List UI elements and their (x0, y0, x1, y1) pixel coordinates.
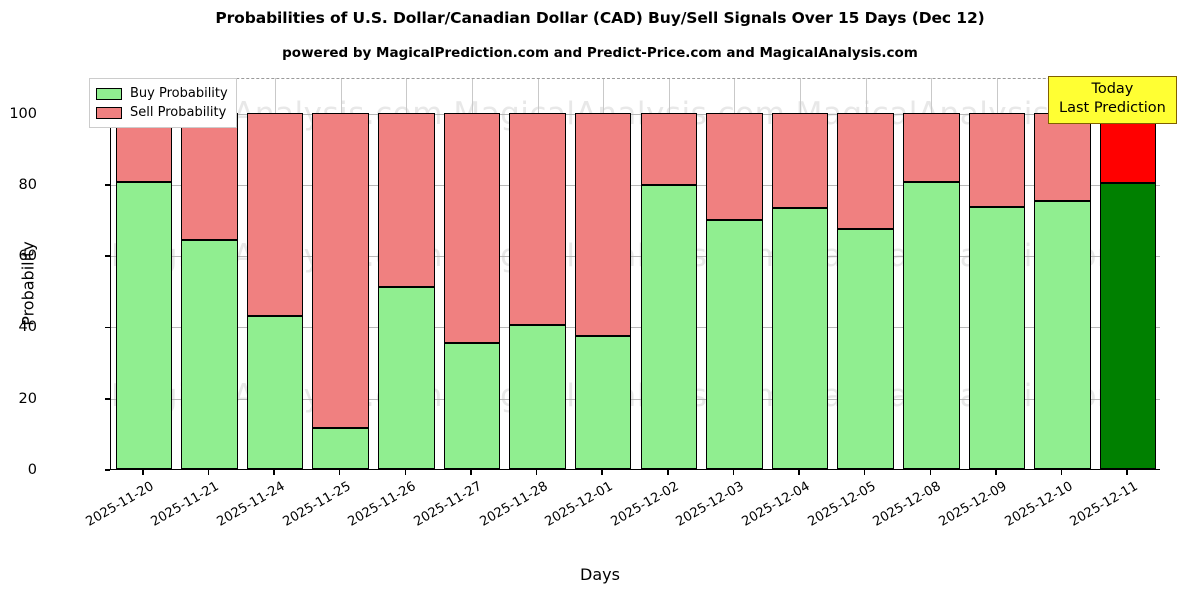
bar-segment-buy[interactable] (706, 220, 763, 469)
bar-segment-buy[interactable] (443, 343, 501, 469)
bar-segment-buy[interactable] (115, 182, 173, 469)
today-annotation: Today Last Prediction (1048, 76, 1177, 124)
legend-label-sell: Sell Probability (130, 104, 227, 120)
gridline-horizontal (111, 398, 1160, 400)
bar-segment-buy[interactable] (312, 428, 369, 469)
today-annotation-line1: Today (1091, 81, 1134, 97)
bar-segment-buy[interactable] (837, 228, 894, 469)
bar-group[interactable] (837, 78, 894, 469)
bar-group[interactable] (115, 78, 173, 469)
x-axis-tick-mark (667, 470, 669, 475)
y-axis-tick-mark (105, 397, 110, 400)
bar-segment-buy[interactable] (509, 324, 566, 469)
bar-group[interactable] (509, 78, 566, 469)
bar-group[interactable] (574, 78, 632, 469)
bar-group[interactable] (1034, 78, 1091, 469)
reference-dashed-line (111, 78, 1160, 79)
bar-segment-buy[interactable] (903, 182, 960, 469)
x-axis-tick-mark (863, 470, 866, 475)
bar-segment-buy[interactable] (378, 286, 435, 469)
bar-segment-buy[interactable] (246, 315, 304, 469)
plot-inner: MagicalAnalysis.com MagicalAnalysis.com … (111, 78, 1160, 469)
y-axis-tick-mark (105, 255, 110, 257)
gridline-horizontal (111, 113, 1160, 115)
bar-segment-buy[interactable] (574, 335, 632, 469)
y-axis-tick-mark (105, 469, 110, 471)
y-axis-label: Probability (18, 241, 38, 326)
y-axis-tick-label: 0 (27, 462, 37, 478)
bar-segment-sell[interactable] (181, 112, 238, 240)
x-axis-tick-mark (404, 470, 407, 475)
chart-legend: Buy Probability Sell Probability (89, 78, 237, 128)
bar-segment-sell[interactable] (640, 112, 698, 185)
y-axis-tick-label: 60 (18, 248, 37, 265)
bar-group[interactable] (1099, 78, 1157, 469)
bar-group[interactable] (181, 78, 238, 469)
bar-group[interactable] (968, 78, 1026, 469)
bar-segment-sell[interactable] (509, 112, 566, 325)
x-axis-tick-mark (929, 470, 932, 475)
legend-swatch-buy (96, 87, 122, 100)
x-axis-tick-mark (470, 470, 472, 475)
x-axis-tick-mark (732, 470, 735, 475)
x-axis-tick-mark (995, 470, 997, 475)
bar-segment-buy[interactable] (771, 207, 829, 469)
x-axis-tick-mark (798, 470, 800, 475)
y-axis-tick-mark (105, 184, 110, 186)
bar-segment-sell[interactable] (903, 112, 960, 183)
bar-group[interactable] (378, 78, 435, 469)
y-axis-tick-label: 20 (18, 390, 37, 407)
x-axis-tick-mark (1060, 470, 1063, 475)
gridline-horizontal (111, 327, 1160, 329)
chart-subtitle: powered by MagicalPrediction.com and Pre… (282, 45, 918, 61)
x-axis-tick-mark (535, 470, 538, 475)
bar-segment-sell[interactable] (443, 112, 501, 344)
y-axis-tick-label: 100 (9, 105, 37, 122)
bar-segment-sell[interactable] (312, 112, 369, 428)
bar-group[interactable] (312, 78, 369, 469)
bar-segment-buy[interactable] (640, 184, 698, 469)
bar-segment-sell[interactable] (1099, 112, 1157, 184)
bar-group[interactable] (771, 78, 829, 469)
x-axis-tick-mark (142, 470, 144, 475)
x-axis-tick-mark (601, 470, 603, 475)
bar-segment-sell[interactable] (1034, 112, 1091, 201)
legend-item-sell: Sell Probability (96, 103, 228, 122)
bar-group[interactable] (443, 78, 501, 469)
bar-group[interactable] (246, 78, 304, 469)
x-axis-tick-mark (1126, 470, 1128, 475)
bar-segment-buy[interactable] (1034, 200, 1091, 469)
bar-segment-buy[interactable] (968, 207, 1026, 469)
bar-segment-buy[interactable] (1099, 183, 1157, 469)
bar-group[interactable] (706, 78, 763, 469)
gridline-horizontal (111, 256, 1160, 258)
legend-item-buy: Buy Probability (96, 84, 228, 103)
today-annotation-line2: Last Prediction (1059, 100, 1166, 116)
bar-segment-sell[interactable] (771, 112, 829, 208)
x-axis-tick-mark (207, 470, 210, 475)
bar-group[interactable] (640, 78, 698, 469)
plot-area: MagicalAnalysis.com MagicalAnalysis.com … (110, 78, 1160, 470)
legend-swatch-sell (96, 106, 122, 119)
bar-segment-sell[interactable] (246, 112, 304, 316)
legend-label-buy: Buy Probability (130, 85, 228, 101)
bar-segment-sell[interactable] (968, 112, 1026, 208)
x-axis-tick-mark (338, 470, 341, 475)
bar-segment-sell[interactable] (378, 112, 435, 287)
bar-segment-buy[interactable] (181, 239, 238, 469)
y-axis-tick-label: 40 (18, 319, 37, 336)
x-axis-tick-mark (273, 470, 275, 475)
gridline-horizontal (111, 184, 1160, 186)
bar-segment-sell[interactable] (837, 112, 894, 229)
bar-segment-sell[interactable] (706, 112, 763, 221)
bar-segment-sell[interactable] (574, 112, 632, 336)
y-axis-tick-mark (105, 326, 110, 329)
y-axis-tick-label: 80 (18, 176, 37, 193)
x-axis-label: Days (580, 565, 620, 584)
chart-title: Probabilities of U.S. Dollar/Canadian Do… (215, 9, 985, 27)
bar-group[interactable] (903, 78, 960, 469)
